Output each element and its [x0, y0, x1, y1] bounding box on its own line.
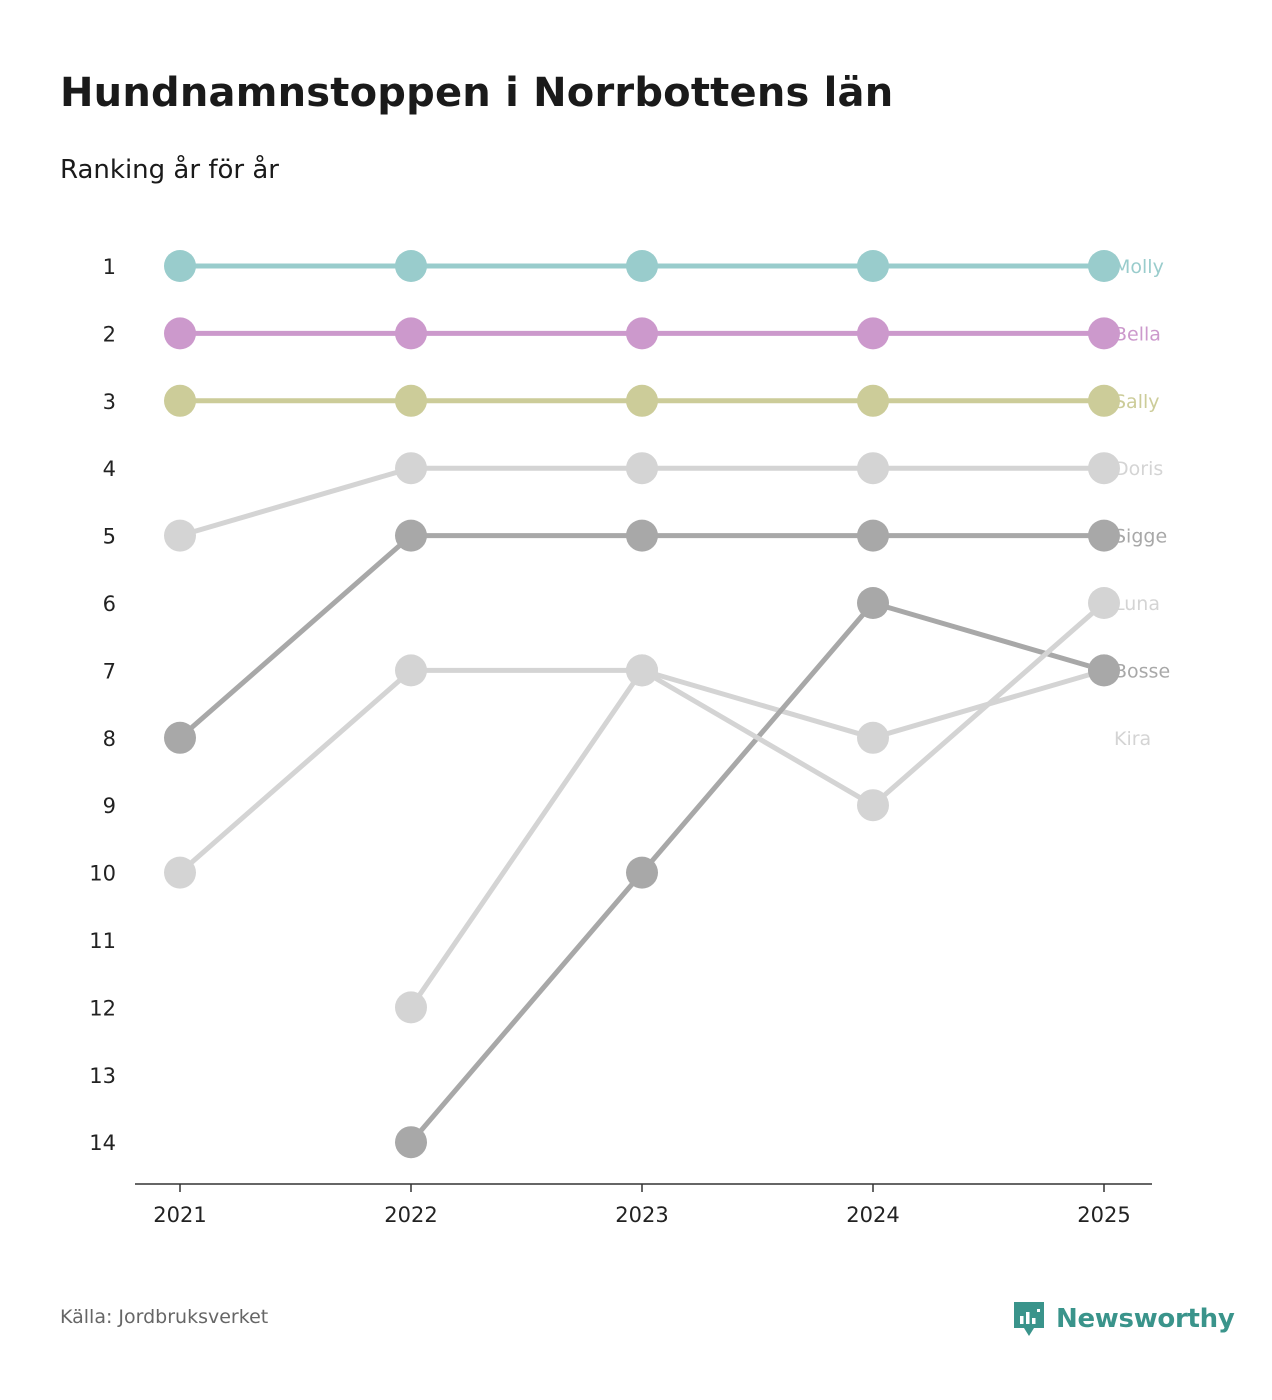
series-line-sigge [178, 533, 1104, 740]
point-kira-2021 [164, 856, 196, 889]
end-label-bella: Bella [1114, 323, 1161, 345]
point-sigge-2023 [626, 519, 658, 552]
point-doris-2024 [857, 452, 889, 485]
x-tick-label: 2024 [846, 1203, 899, 1227]
point-sally-2021 [164, 384, 196, 417]
point-luna-2025 [1088, 587, 1120, 619]
end-label-sally: Sally [1114, 391, 1160, 413]
end-label-molly: Molly [1114, 256, 1164, 278]
point-bella-2025 [1088, 317, 1120, 350]
chart-title: Hundnamnstoppen i Norrbottens län [60, 70, 894, 116]
point-kira-2024 [857, 721, 889, 754]
point-bosse-2022 [395, 1126, 427, 1159]
end-label-doris: Doris [1114, 458, 1163, 480]
series-line-luna [408, 601, 1106, 1009]
point-doris-2021 [164, 519, 196, 552]
point-bosse-2025 [1088, 654, 1120, 687]
y-tick-label: 6 [103, 592, 116, 616]
y-tick-label: 14 [89, 1131, 116, 1155]
point-luna-2023 [626, 654, 658, 687]
end-label-kira: Kira [1114, 728, 1151, 750]
point-luna-2022 [395, 991, 427, 1024]
brand-logo: Newsworthy [1012, 1300, 1235, 1338]
series-dots [164, 250, 1120, 1159]
series-line-kira [178, 667, 1105, 875]
x-tick-label: 2021 [153, 1203, 206, 1227]
point-sigge-2021 [164, 721, 196, 754]
y-tick-label: 9 [103, 794, 116, 818]
x-tick-label: 2023 [615, 1203, 668, 1227]
point-sigge-2025 [1088, 519, 1120, 552]
point-luna-2024 [857, 789, 889, 822]
end-label-bosse: Bosse [1114, 660, 1170, 682]
point-bosse-2023 [626, 856, 658, 889]
y-tick-label: 4 [103, 457, 116, 481]
point-sally-2025 [1088, 384, 1120, 417]
point-molly-2024 [857, 250, 889, 282]
y-tick-label: 1 [103, 255, 116, 279]
point-sally-2022 [395, 384, 427, 417]
point-molly-2023 [626, 250, 658, 282]
point-doris-2025 [1088, 452, 1120, 485]
chart-subtitle: Ranking år för år [60, 155, 279, 185]
point-sigge-2022 [395, 519, 427, 552]
x-tick-label: 2022 [384, 1203, 437, 1227]
source-note: Källa: Jordbruksverket [60, 1306, 269, 1328]
y-tick-label: 10 [89, 862, 116, 886]
y-tick-label: 5 [103, 525, 116, 549]
x-tick-label: 2025 [1077, 1203, 1130, 1227]
point-molly-2021 [164, 250, 196, 282]
y-tick-label: 2 [103, 322, 116, 346]
point-bosse-2024 [857, 587, 889, 619]
point-bella-2021 [164, 317, 196, 350]
point-bella-2022 [395, 317, 427, 350]
newsworthy-logo-icon [1014, 1302, 1044, 1336]
point-sally-2023 [626, 384, 658, 417]
series-line-bosse [409, 600, 1105, 1144]
point-sigge-2024 [857, 519, 889, 552]
end-label-sigge: Sigge [1114, 526, 1167, 548]
y-tick-label: 12 [89, 996, 116, 1020]
point-bella-2023 [626, 317, 658, 350]
point-molly-2022 [395, 250, 427, 282]
point-bella-2024 [857, 317, 889, 350]
point-doris-2022 [395, 452, 427, 485]
point-molly-2025 [1088, 250, 1120, 282]
end-labels: Molly Bella Sally Doris Sigge Luna Bosse Kira [1114, 256, 1170, 750]
y-tick-label: 3 [103, 390, 116, 414]
end-label-luna: Luna [1114, 593, 1160, 615]
x-axis-ticks: 2021 2022 2023 2024 2025 [153, 1184, 1131, 1227]
y-tick-label: 13 [89, 1064, 116, 1088]
y-tick-label: 11 [89, 929, 116, 953]
point-sally-2024 [857, 384, 889, 417]
y-tick-label: 7 [103, 659, 116, 683]
y-tick-label: 8 [103, 727, 116, 751]
brand-name: Newsworthy [1056, 1304, 1235, 1334]
point-kira-2022 [395, 654, 427, 687]
point-doris-2023 [626, 452, 658, 485]
